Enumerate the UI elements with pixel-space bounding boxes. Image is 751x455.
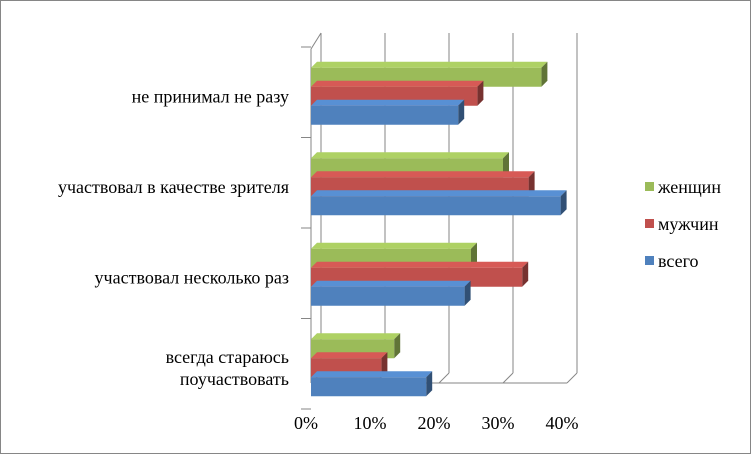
legend-label: всего xyxy=(658,251,699,271)
bar-end-мужчин xyxy=(381,352,388,378)
category-label: участвовал несколько раз xyxy=(95,267,289,287)
legend-label: женщин xyxy=(657,177,721,197)
bar-end-женщин xyxy=(471,242,477,268)
legend-swatch-женщин xyxy=(645,182,654,191)
x-tick-label: 10% xyxy=(354,413,387,433)
legend-swatch-всего xyxy=(645,256,654,265)
bar-top-женщин xyxy=(311,61,548,68)
category-label: участвовал в качестве зрителя xyxy=(58,177,289,197)
bar-всего xyxy=(311,377,427,397)
floor-line xyxy=(438,372,450,384)
labels: не принимал не разу участвовал в качестве… xyxy=(58,86,579,433)
bar-end-женщин xyxy=(541,61,548,87)
bar-top-всего xyxy=(311,190,567,197)
bar-end-мужчин xyxy=(477,80,484,106)
bar-всего xyxy=(311,196,561,216)
bar-всего xyxy=(311,286,465,306)
bars xyxy=(311,61,567,397)
bar-end-мужчин xyxy=(528,171,535,197)
bar-end-всего xyxy=(560,190,567,216)
bar-end-всего xyxy=(464,280,471,306)
x-tick-label: 30% xyxy=(482,413,515,433)
bar-всего xyxy=(311,105,459,125)
bar-top-женщин xyxy=(311,242,477,249)
floor-line xyxy=(566,372,578,384)
wall-edge xyxy=(310,32,322,50)
bar-end-всего xyxy=(426,371,433,397)
legend-label: мужчин xyxy=(658,214,719,234)
bar-top-мужчин xyxy=(311,80,484,87)
floor-line xyxy=(502,372,514,384)
bar-top-всего xyxy=(311,371,433,378)
bar-top-мужчин xyxy=(311,261,529,268)
bar-end-женщин xyxy=(503,152,509,178)
category-label: поучаствовать xyxy=(180,369,289,389)
x-tick-label: 40% xyxy=(546,413,579,433)
legend: женщин мужчин всего xyxy=(645,177,721,271)
category-label: всегда стараюсь xyxy=(166,347,289,367)
x-tick-label: 0% xyxy=(294,413,318,433)
bar-end-мужчин xyxy=(522,261,529,287)
bar-top-всего xyxy=(311,99,465,106)
bar-end-всего xyxy=(458,99,465,125)
bar-top-женщин xyxy=(311,152,509,159)
x-tick-label: 20% xyxy=(418,413,451,433)
category-label: не принимал не разу xyxy=(132,86,289,106)
legend-swatch-мужчин xyxy=(645,219,654,228)
bar-end-женщин xyxy=(394,333,401,359)
bar-top-мужчин xyxy=(311,352,388,359)
bar-top-женщин xyxy=(311,333,401,340)
bar-top-всего xyxy=(311,280,471,287)
bar-top-мужчин xyxy=(311,171,535,178)
